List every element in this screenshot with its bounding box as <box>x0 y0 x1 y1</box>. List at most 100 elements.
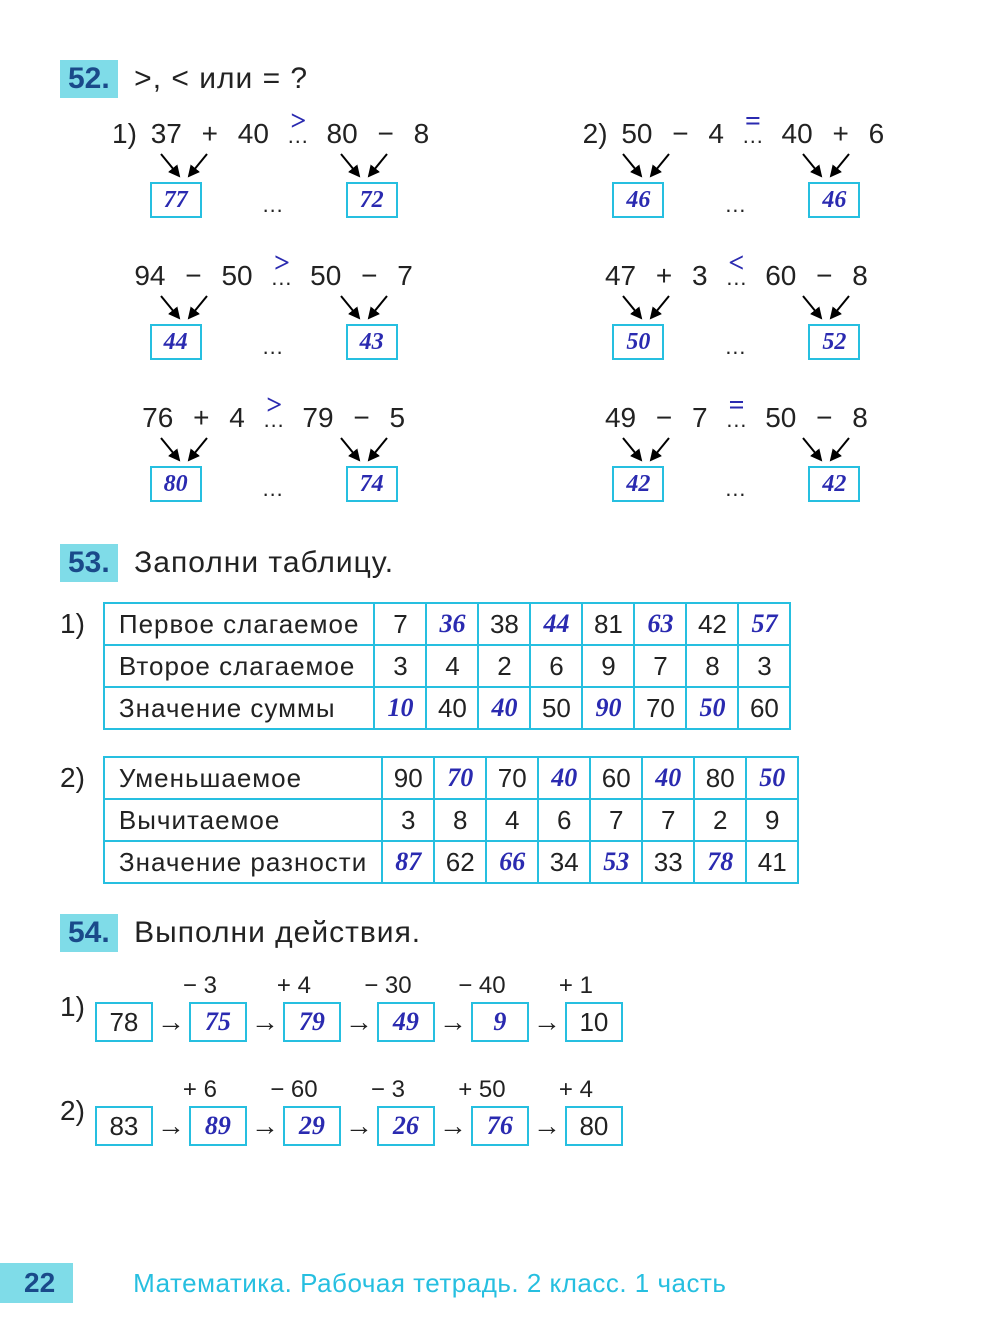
table-row: Первое слагаемое736384481634257 <box>104 603 791 645</box>
dots-placeholder: … <box>724 192 748 218</box>
table-cell: 60 <box>738 687 790 729</box>
chain-box: 76 <box>471 1106 529 1146</box>
arrow-icon: → <box>341 1004 377 1040</box>
operand: 5 <box>383 402 411 433</box>
table-cell: 40 <box>642 757 694 799</box>
answer-row: 46 … 46 <box>523 182 950 218</box>
arrow-pair-icon <box>329 152 399 180</box>
chain-op: + 4 <box>277 972 311 1000</box>
operand: 8 <box>846 260 874 291</box>
comparison-expression: 1) 37 + 40 > … 80 − 8 <box>60 118 487 150</box>
handwritten-sign: > <box>259 390 289 422</box>
comparison-col-right: 47 + 3 < … 60 − 8 50 … 52 <box>523 260 950 372</box>
chain-op: + 1 <box>559 972 593 1000</box>
chain-box: 9 <box>471 1002 529 1042</box>
table-row: Значение разности8762663453337841 <box>104 841 798 883</box>
arrow-icon: → <box>153 1108 189 1144</box>
chain-row: 2) 83 + 6 → 89 − 60 → 29 <box>60 1076 950 1146</box>
operator: + <box>187 402 215 433</box>
chain-step: 83 <box>95 1076 153 1146</box>
operator: − <box>355 260 383 291</box>
operator: + <box>650 260 678 291</box>
math-table: Уменьшаемое9070704060408050Вычитаемое384… <box>103 756 799 884</box>
operator: − <box>650 402 678 433</box>
table-cell: 34 <box>538 841 590 883</box>
arrow-pair-icon <box>791 294 861 322</box>
chain-op: − 3 <box>183 972 217 1000</box>
exercise-53: 53. Заполни таблицу. 1) Первое слагаемое… <box>60 544 950 884</box>
table-cell: 70 <box>486 757 538 799</box>
chain-op: + 4 <box>559 1076 593 1104</box>
exercise-title: Выполни действия. <box>134 916 421 949</box>
chain-op: + 6 <box>183 1076 217 1104</box>
operand: 40 <box>232 118 275 149</box>
operator: + <box>826 118 854 149</box>
table-cell: 7 <box>590 799 642 841</box>
operator: − <box>179 260 207 291</box>
chain-step: 78 <box>95 972 153 1042</box>
chain-step: − 30 → 49 <box>341 972 435 1042</box>
arrow-icon: → <box>435 1108 471 1144</box>
arrow-pair-icon <box>149 436 219 464</box>
exercise-52-header: 52. >, < или = ? <box>60 60 950 98</box>
chain-step: − 3 → 75 <box>153 972 247 1042</box>
chain-step: − 3 → 26 <box>341 1076 435 1146</box>
comparison-sign: = … <box>738 118 768 150</box>
table-cell: 53 <box>590 841 642 883</box>
table-cell: 63 <box>634 603 686 645</box>
comparison-col-left: 1) 37 + 40 > … 80 − 8 77 … <box>60 118 487 230</box>
chain-box: 10 <box>565 1002 623 1042</box>
dots-placeholder: … <box>262 476 286 502</box>
answer-box: 42 <box>612 466 664 502</box>
answer-box: 46 <box>612 182 664 218</box>
table-cell: 33 <box>642 841 694 883</box>
table-cell: 66 <box>486 841 538 883</box>
workbook-page: { "colors": { "accent_bg": "#7fdce8", "a… <box>0 0 1000 1323</box>
table-cell: 7 <box>634 645 686 687</box>
answer-box: 74 <box>346 466 398 502</box>
arrow-row <box>60 152 487 180</box>
table-cell: 70 <box>634 687 686 729</box>
answer-row: 42 … 42 <box>523 466 950 502</box>
arrow-icon: → <box>529 1108 565 1144</box>
subitem-index: 2) <box>60 756 85 794</box>
table-cell: 40 <box>426 687 478 729</box>
exercise-title: >, < или = ? <box>134 62 308 95</box>
table-cell: 90 <box>582 687 634 729</box>
operand: 7 <box>686 402 714 433</box>
arrow-pair-icon <box>329 294 399 322</box>
operand: 7 <box>391 260 419 291</box>
subitem-index: 2) <box>583 118 616 149</box>
table-row: Вычитаемое38467729 <box>104 799 798 841</box>
subitem-index: 2) <box>60 1095 85 1127</box>
chain-row: 1) 78 − 3 → 75 + 4 → 79 <box>60 972 950 1042</box>
table-cell: 50 <box>686 687 738 729</box>
comparison-sign: < … <box>721 260 751 292</box>
exercise-54-body: 1) 78 − 3 → 75 + 4 → 79 <box>60 972 950 1146</box>
exercise-title: Заполни таблицу. <box>134 546 394 579</box>
arrow-pair-icon <box>149 294 219 322</box>
comparison-row: 1) 37 + 40 > … 80 − 8 77 … <box>60 118 950 230</box>
operand: 47 <box>599 260 642 291</box>
chain-box: 26 <box>377 1106 435 1146</box>
table-cell: 2 <box>694 799 746 841</box>
table-cell: 62 <box>434 841 486 883</box>
comparison-sign: > … <box>259 402 289 434</box>
operand: 76 <box>136 402 179 433</box>
chain-box: 75 <box>189 1002 247 1042</box>
answer-box: 77 <box>150 182 202 218</box>
table-cell: 9 <box>746 799 798 841</box>
operand: 60 <box>759 260 802 291</box>
table-cell: 40 <box>478 687 530 729</box>
handwritten-sign: < <box>721 248 751 280</box>
comparison-col-left: 76 + 4 > … 79 − 5 80 … 74 <box>60 402 487 514</box>
operand: 50 <box>759 402 802 433</box>
answer-box: 46 <box>808 182 860 218</box>
dots-placeholder: … <box>724 334 748 360</box>
arrow-pair-icon <box>791 436 861 464</box>
handwritten-sign: = <box>721 390 751 422</box>
table-cell: 8 <box>686 645 738 687</box>
comparison-sign: = … <box>721 402 751 434</box>
table-row-label: Первое слагаемое <box>104 603 375 645</box>
chain-box: 79 <box>283 1002 341 1042</box>
